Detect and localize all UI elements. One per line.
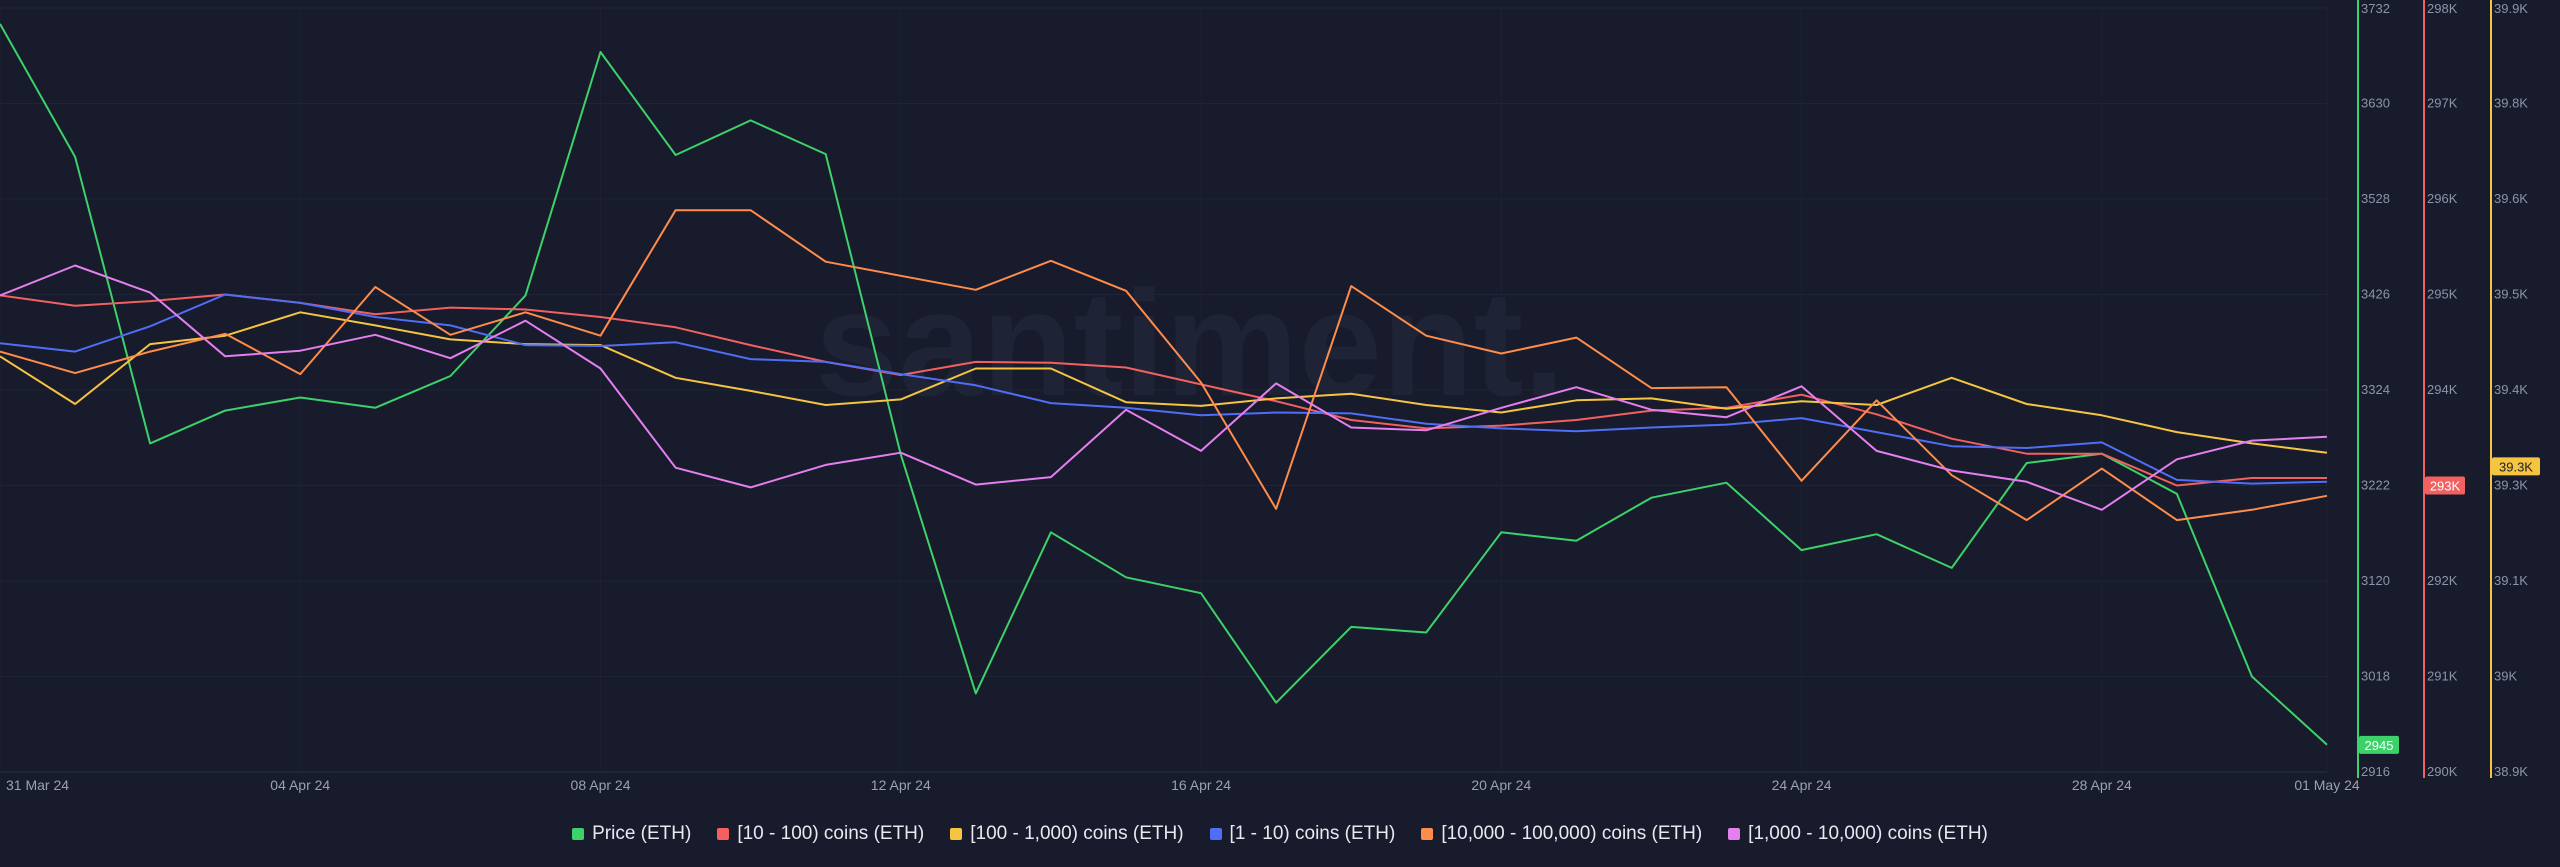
legend-swatch xyxy=(717,828,730,840)
y-tick-label-price: 3018 xyxy=(2361,669,2390,684)
series-line-1-000-10-000-coins-eth[interactable] xyxy=(0,264,2328,511)
y-tick-label-price: 3426 xyxy=(2361,287,2390,302)
y-tick-label-k39: 39.5K xyxy=(2494,287,2528,302)
series-line-price-eth[interactable] xyxy=(0,23,2328,746)
x-tick-label: 04 Apr 24 xyxy=(270,777,330,793)
y-tick-label-k293: 290K xyxy=(2427,764,2458,779)
x-tick-label: 16 Apr 24 xyxy=(1171,777,1231,793)
x-tick-label: 31 Mar 24 xyxy=(6,777,69,793)
y-tick-label-k293: 297K xyxy=(2427,96,2458,111)
legend-label: Price (ETH) xyxy=(592,823,692,844)
legend-item[interactable]: [10 - 100) coins (ETH) xyxy=(717,823,924,845)
y-tick-label-k293: 294K xyxy=(2427,382,2458,397)
last-value-badge-price xyxy=(2359,735,2399,754)
legend: Price (ETH) [10 - 100) coins (ETH) [100 - … xyxy=(0,818,2560,850)
last-value-badge-k293 xyxy=(2425,476,2465,495)
y-tick-label-k39: 39.8K xyxy=(2494,96,2528,111)
y-tick-label-price: 3120 xyxy=(2361,573,2390,588)
legend-swatch xyxy=(950,828,963,840)
series-line-100-1-000-coins-eth[interactable] xyxy=(0,311,2328,454)
last-value-badge-label-k39: 39.3K xyxy=(2499,459,2533,474)
y-tick-label-price: 3324 xyxy=(2361,382,2390,397)
last-value-badge-k39 xyxy=(2492,457,2540,476)
y-tick-label-price: 3222 xyxy=(2361,478,2390,493)
y-tick-label-price: 3732 xyxy=(2361,1,2390,16)
x-tick-label: 20 Apr 24 xyxy=(1471,777,1531,793)
y-tick-label-k39: 39.3K xyxy=(2494,478,2528,493)
legend-item[interactable]: [10,000 - 100,000) coins (ETH) xyxy=(1421,823,1702,845)
y-tick-label-k39: 39.9K xyxy=(2494,1,2528,16)
y-tick-label-k293: 292K xyxy=(2427,573,2458,588)
y-tick-label-k293: 295K xyxy=(2427,287,2458,302)
y-tick-label-price: 3630 xyxy=(2361,96,2390,111)
last-value-badge-label-price: 2945 xyxy=(2365,738,2394,753)
y-tick-label-k39: 39K xyxy=(2494,669,2517,684)
legend-swatch xyxy=(1728,828,1741,840)
legend-label: [1,000 - 10,000) coins (ETH) xyxy=(1748,823,1988,844)
legend-item[interactable]: [100 - 1,000) coins (ETH) xyxy=(950,823,1184,845)
y-tick-label-k39: 38.9K xyxy=(2494,764,2528,779)
legend-label: [10,000 - 100,000) coins (ETH) xyxy=(1441,823,1703,844)
y-tick-label-k293: 296K xyxy=(2427,191,2458,206)
x-tick-label: 12 Apr 24 xyxy=(871,777,931,793)
legend-swatch xyxy=(1421,828,1434,840)
legend-label: [1 - 10) coins (ETH) xyxy=(1229,823,1396,844)
x-tick-label: 24 Apr 24 xyxy=(1772,777,1832,793)
y-tick-label-k39: 39.4K xyxy=(2494,382,2528,397)
series-line-10-000-100-000-coins-eth[interactable] xyxy=(0,209,2328,522)
watermark: santiment. xyxy=(815,259,1565,427)
series-line-1-10-coins-eth[interactable] xyxy=(0,293,2328,485)
x-tick-label: 08 Apr 24 xyxy=(571,777,631,793)
legend-item[interactable]: [1,000 - 10,000) coins (ETH) xyxy=(1728,823,1988,845)
legend-item[interactable]: [1 - 10) coins (ETH) xyxy=(1209,823,1396,845)
x-tick-label: 01 May 24 xyxy=(2294,777,2360,793)
y-tick-label-k39: 39.1K xyxy=(2494,573,2528,588)
legend-label: [10 - 100) coins (ETH) xyxy=(737,823,925,844)
y-tick-label-k293: 291K xyxy=(2427,669,2458,684)
x-tick-label: 28 Apr 24 xyxy=(2072,777,2132,793)
legend-swatch xyxy=(572,828,585,840)
legend-item[interactable]: Price (ETH) xyxy=(572,823,691,845)
series-lines xyxy=(0,23,2328,746)
y-tick-label-k39: 39.6K xyxy=(2494,191,2528,206)
last-value-badge-label-k293: 293K xyxy=(2430,479,2461,494)
y-tick-label-k293: 298K xyxy=(2427,1,2458,16)
legend-swatch xyxy=(1209,828,1222,840)
y-tick-label-price: 3528 xyxy=(2361,191,2390,206)
axes: 31 Mar 24 04 Apr 24 08 Apr 24 12 Apr 24 16 A… xyxy=(6,0,2540,793)
grid xyxy=(0,7,2328,773)
series-line-10-100-coins-eth[interactable] xyxy=(0,293,2327,487)
y-tick-label-price: 2916 xyxy=(2361,764,2390,779)
legend-label: [100 - 1,000) coins (ETH) xyxy=(970,823,1184,844)
